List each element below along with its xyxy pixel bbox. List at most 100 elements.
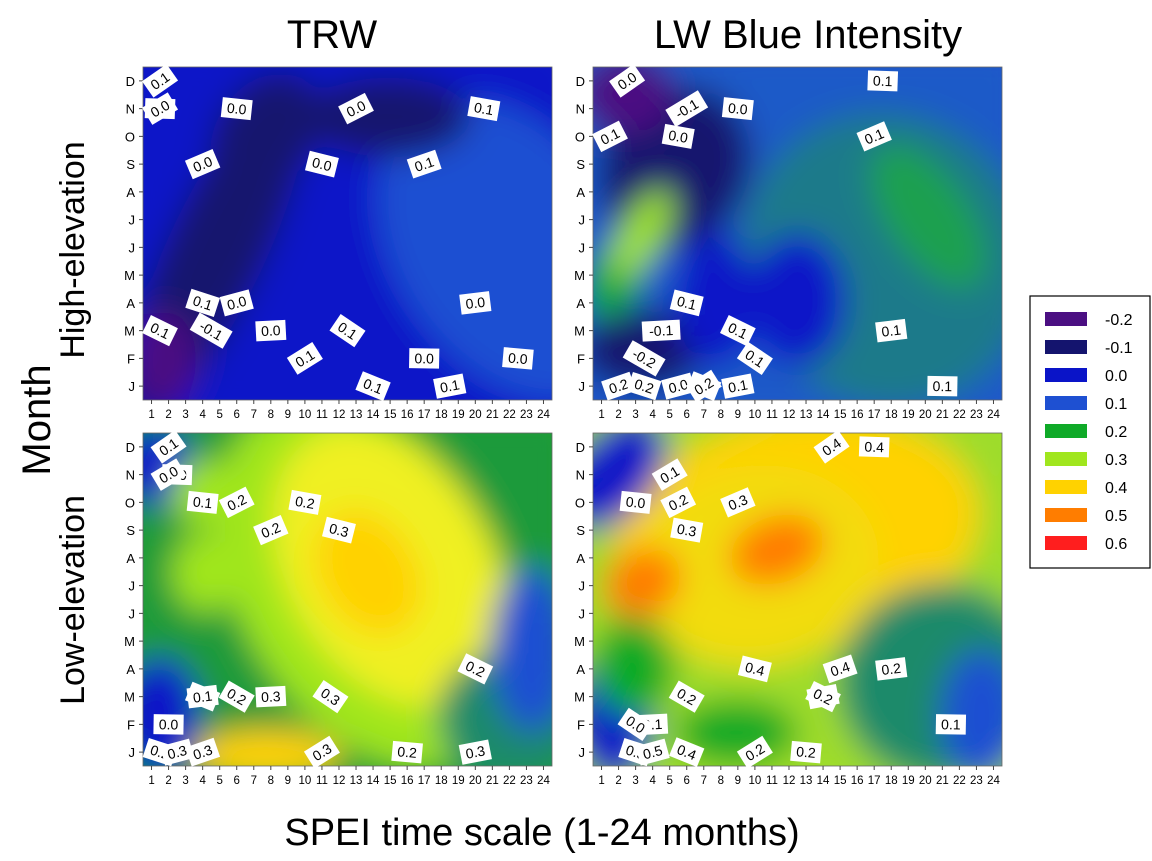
svg-text:0.0: 0.0 xyxy=(311,154,334,174)
svg-text:0.2: 0.2 xyxy=(294,493,316,512)
y-axis-label: Month xyxy=(15,364,59,475)
legend-label: -0.2 xyxy=(1105,312,1133,329)
contour-label: 0.0 xyxy=(661,372,696,400)
contour-label: 0.2 xyxy=(660,486,697,519)
svg-text:0.2: 0.2 xyxy=(463,657,488,680)
svg-text:0.2: 0.2 xyxy=(796,743,817,761)
svg-text:0.3: 0.3 xyxy=(166,742,189,763)
x-tick-label: 8 xyxy=(718,409,724,421)
x-tick-label: 17 xyxy=(418,409,431,421)
x-tick-label: 19 xyxy=(452,775,465,787)
x-tick-label: 17 xyxy=(418,775,431,787)
svg-text:0.0: 0.0 xyxy=(344,97,369,120)
legend-label: 0.5 xyxy=(1105,508,1127,525)
svg-text:0.1: 0.1 xyxy=(881,321,902,339)
y-tick-label: S xyxy=(126,157,135,172)
contour-label: 0.1 xyxy=(856,121,892,152)
x-axis-label: SPEI time scale (1-24 months) xyxy=(284,812,799,854)
contour-label: 0.1 xyxy=(651,458,688,491)
contour-label: 0.4 xyxy=(822,654,858,684)
svg-text:0.2: 0.2 xyxy=(397,743,418,761)
y-tick-label: J xyxy=(129,213,136,228)
y-tick-label: M xyxy=(574,634,585,649)
svg-text:0.0: 0.0 xyxy=(191,153,215,175)
legend-swatch xyxy=(1045,368,1087,382)
x-tick-label: 8 xyxy=(268,409,274,421)
contour-label: 0.1 xyxy=(935,714,967,735)
y-tick-label: F xyxy=(577,717,585,732)
x-tick-label: 23 xyxy=(970,775,983,787)
x-tick-label: 12 xyxy=(783,409,796,421)
legend-label: 0.0 xyxy=(1105,368,1127,385)
svg-text:0.0: 0.0 xyxy=(261,322,281,339)
contour-label: 0.3 xyxy=(720,487,756,518)
x-tick-label: 18 xyxy=(885,409,898,421)
contour-label: 0.5 xyxy=(635,738,670,766)
svg-text:0.4: 0.4 xyxy=(675,741,699,763)
y-tick-label: J xyxy=(579,606,586,621)
legend-label: 0.3 xyxy=(1105,452,1127,469)
y-tick-label: A xyxy=(576,185,585,200)
contour-label: 0.2 xyxy=(218,680,255,713)
contour-label: 0.1 xyxy=(867,70,899,92)
contour-label: 0.3 xyxy=(322,516,356,544)
svg-text:0.1: 0.1 xyxy=(598,125,623,148)
svg-text:0.0: 0.0 xyxy=(226,100,247,118)
y-tick-label: J xyxy=(129,745,136,760)
x-tick-label: 6 xyxy=(234,775,240,787)
x-tick-label: 19 xyxy=(902,409,915,421)
y-tick-label: O xyxy=(125,129,135,144)
svg-text:0.2: 0.2 xyxy=(224,491,249,514)
svg-text:0.3: 0.3 xyxy=(726,491,750,513)
x-tick-label: 24 xyxy=(537,409,550,421)
y-tick-label: M xyxy=(574,690,585,705)
x-tick-label: 22 xyxy=(953,409,966,421)
x-tick-label: 15 xyxy=(384,775,397,787)
y-tick-label: S xyxy=(126,523,135,538)
x-tick-label: 13 xyxy=(800,409,813,421)
contour-label: 0.1 xyxy=(142,315,178,347)
svg-text:0.2: 0.2 xyxy=(632,376,656,397)
y-tick-label: S xyxy=(576,523,585,538)
x-tick-label: 24 xyxy=(987,775,1000,787)
svg-text:0.1: 0.1 xyxy=(727,376,749,395)
y-tick-label: J xyxy=(579,579,586,594)
svg-text:0.1: 0.1 xyxy=(412,153,436,175)
contour-label: 0.1 xyxy=(186,684,219,709)
x-tick-label: 19 xyxy=(452,409,465,421)
contour-label: 0.1 xyxy=(467,96,501,122)
x-tick-label: 17 xyxy=(868,775,881,787)
contour-label: 0.0 xyxy=(219,289,254,317)
panel-frame xyxy=(592,66,1003,401)
contour-label: 0.1 xyxy=(721,373,755,399)
x-tick-label: 18 xyxy=(435,409,448,421)
contour-label: 0.2 xyxy=(253,515,289,546)
y-tick-label: A xyxy=(126,185,135,200)
contour-label: 0.0 xyxy=(502,347,534,370)
contour-label: 0.2 xyxy=(457,653,494,685)
x-tick-label: 4 xyxy=(199,775,206,787)
x-tick-label: 4 xyxy=(649,409,656,421)
y-tick-label: A xyxy=(576,551,585,566)
y-tick-label: M xyxy=(574,324,585,339)
svg-text:0.1: 0.1 xyxy=(873,73,893,90)
contour-label: 0.0 xyxy=(142,92,179,125)
x-tick-label: 20 xyxy=(469,775,482,787)
legend-label: 0.1 xyxy=(1105,396,1127,413)
x-tick-label: 11 xyxy=(766,775,778,787)
svg-text:0.1: 0.1 xyxy=(473,99,495,118)
contour-label: 0.0 xyxy=(153,714,184,735)
legend-label: 0.4 xyxy=(1105,480,1127,497)
contour-label: 0.2 xyxy=(805,681,841,713)
contour-label: 0.1 xyxy=(719,315,756,347)
contour-label: 0.0 xyxy=(721,97,754,121)
x-tick-label: 23 xyxy=(520,409,533,421)
contour-label: 0.0 xyxy=(255,319,287,342)
svg-text:0.1: 0.1 xyxy=(191,292,215,313)
x-tick-label: 16 xyxy=(851,409,864,421)
contour-label: 0.0 xyxy=(184,149,221,180)
svg-text:0.4: 0.4 xyxy=(828,658,852,680)
